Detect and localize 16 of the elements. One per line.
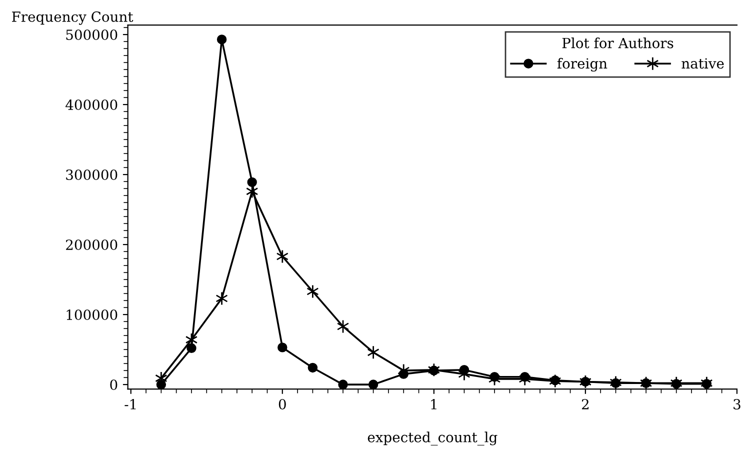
- x-tick-label: 1: [431, 398, 436, 410]
- legend-label: native: [682, 58, 724, 69]
- x-tick-label: -1: [124, 398, 136, 410]
- legend-label: foreign: [557, 58, 608, 72]
- x-axis-title: expected_count_lg: [368, 432, 498, 446]
- x-tick-label: 3: [734, 398, 740, 410]
- y-tick-label: 200000: [66, 240, 118, 250]
- y-tick-label: 100000: [66, 310, 118, 320]
- y-tick-label: 0: [110, 380, 118, 390]
- y-tick-label: 300000: [66, 170, 118, 180]
- y-tick-label: 500000: [66, 30, 118, 40]
- x-tick-label: 2: [582, 398, 588, 410]
- y-axis-title: Frequency Count: [12, 11, 134, 25]
- x-tick-label: 0: [278, 398, 286, 410]
- y-tick-label: 400000: [66, 100, 118, 110]
- legend-title: Plot for Authors: [562, 38, 674, 48]
